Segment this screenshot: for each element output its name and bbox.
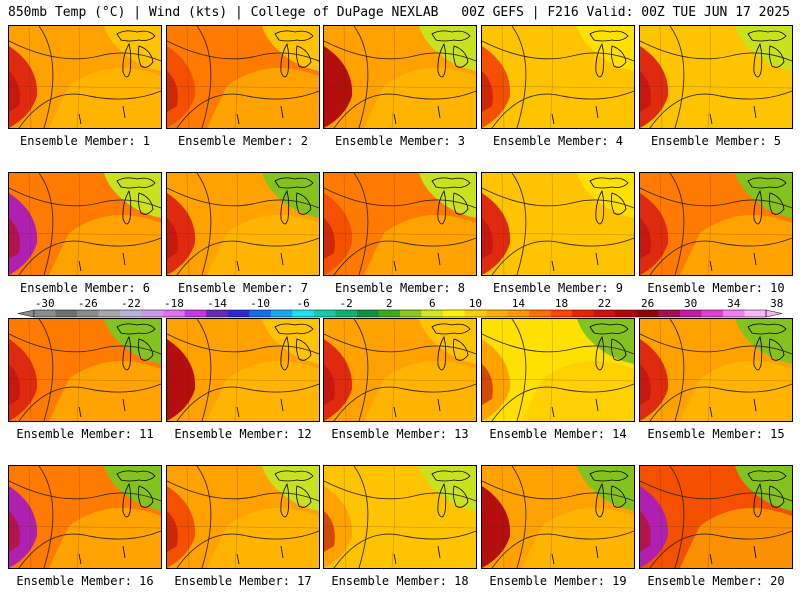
colorbar-swatch — [98, 310, 121, 317]
ensemble-member-label: Ensemble Member: 3 — [334, 134, 466, 148]
colorbar-tick-label: 10 — [469, 297, 482, 310]
ensemble-member-label: Ensemble Member: 12 — [174, 427, 312, 441]
colorbar-swatch — [141, 310, 164, 317]
ensemble-member-label: Ensemble Member: 9 — [492, 281, 624, 295]
colorbar-swatch — [55, 310, 78, 317]
colorbar-tick-label: 30 — [684, 297, 697, 310]
ensemble-member-map — [323, 172, 477, 276]
ensemble-member-label: Ensemble Member: 16 — [16, 574, 154, 588]
colorbar-tick-label: 2 — [386, 297, 393, 310]
ensemble-member-map — [8, 318, 162, 422]
temperature-colorbar: -30 -26 -22 -18 -14 -10 -6 -2 2 6 10 14 18 22 26 30 34 38… — [17, 297, 783, 318]
ensemble-member-map — [166, 25, 320, 129]
colorbar-swatch — [163, 310, 186, 317]
colorbar-swatch — [184, 310, 207, 317]
colorbar-swatch — [615, 310, 638, 317]
ensemble-member-map — [639, 172, 793, 276]
colorbar-swatch — [227, 310, 250, 317]
colorbar-swatch — [486, 310, 508, 317]
ensemble-member-map — [166, 172, 320, 276]
colorbar-tick-label: 18 — [555, 297, 568, 310]
ensemble-member-map — [8, 25, 162, 129]
colorbar-tick-label: -10 — [250, 297, 270, 310]
colorbar-tick-label: 38 — [770, 297, 783, 310]
ensemble-member-map — [8, 172, 162, 276]
ensemble-member-map — [639, 25, 793, 129]
colorbar-tick-label: -18 — [164, 297, 184, 310]
colorbar-swatch — [206, 310, 229, 317]
colorbar-tick-label: 26 — [641, 297, 654, 310]
ensemble-member-label: Ensemble Member: 6 — [19, 281, 151, 295]
colorbar-swatch — [636, 310, 659, 317]
ensemble-member-label: Ensemble Member: 11 — [16, 427, 154, 441]
colorbar-frame — [33, 309, 767, 318]
colorbar-swatch — [120, 310, 142, 317]
ensemble-member-label: Ensemble Member: 8 — [334, 281, 466, 295]
colorbar-tick-label: 34 — [727, 297, 741, 310]
ensemble-member-map — [323, 318, 477, 422]
ensemble-member-map — [166, 318, 320, 422]
ensemble-member-label: Ensemble Member: 20 — [647, 574, 785, 588]
colorbar-swatch — [529, 310, 552, 317]
colorbar-tick-label: 6 — [429, 297, 436, 310]
colorbar-swatch — [593, 310, 616, 317]
run-valid-time: 00Z GEFS | F216 Valid: 00Z TUE JUN 17 20… — [461, 5, 790, 20]
colorbar-swatch — [744, 310, 767, 317]
colorbar-tick-label: -2 — [340, 297, 353, 310]
ensemble-member-label: Ensemble Member: 4 — [492, 134, 624, 148]
ensemble-member-label: Ensemble Member: 19 — [489, 574, 627, 588]
ensemble-member-label: Ensemble Member: 13 — [331, 427, 469, 441]
ensemble-member-map — [166, 465, 320, 569]
colorbar-high-arrow — [765, 309, 783, 318]
colorbar-swatch — [378, 310, 401, 317]
ensemble-member-label: Ensemble Member: 17 — [174, 574, 312, 588]
colorbar-swatch — [335, 310, 358, 317]
ensemble-member-map — [481, 25, 635, 129]
colorbar-tick-label: -6 — [296, 297, 309, 310]
colorbar-tick-label: -26 — [78, 297, 98, 310]
colorbar-swatch — [722, 310, 745, 317]
ensemble-member-map — [8, 465, 162, 569]
colorbar-swatch — [443, 310, 465, 317]
ensemble-member-map — [323, 465, 477, 569]
colorbar-tick-label: 22 — [598, 297, 611, 310]
ensemble-member-label: Ensemble Member: 7 — [177, 281, 309, 295]
colorbar-low-arrow — [17, 309, 35, 318]
ensemble-member-map — [481, 465, 635, 569]
colorbar-swatch — [249, 310, 272, 317]
ensemble-member-label: Ensemble Member: 2 — [177, 134, 309, 148]
colorbar-tick-label: -14 — [207, 297, 227, 310]
colorbar-swatch — [34, 310, 56, 317]
colorbar-swatch — [507, 310, 530, 317]
colorbar-swatch — [679, 310, 702, 317]
colorbar-swatch — [550, 310, 573, 317]
colorbar-tick-label: 14 — [512, 297, 526, 310]
ensemble-member-map — [481, 318, 635, 422]
ensemble-member-label: Ensemble Member: 14 — [489, 427, 627, 441]
colorbar-swatch — [313, 310, 336, 317]
map-title: 850mb Temp (°C) | Wind (kts) | College o… — [8, 5, 439, 20]
colorbar-swatch — [658, 310, 681, 317]
colorbar-swatch — [464, 310, 487, 317]
colorbar-swatch — [292, 310, 315, 317]
ensemble-member-label: Ensemble Member: 5 — [650, 134, 782, 148]
colorbar-swatch — [77, 310, 99, 317]
ensemble-member-label: Ensemble Member: 15 — [647, 427, 785, 441]
ensemble-member-map — [323, 25, 477, 129]
colorbar-tick-label: -22 — [121, 297, 141, 310]
colorbar-tick-label: -30 — [35, 297, 55, 310]
colorbar-swatch — [356, 310, 379, 317]
colorbar-swatch — [421, 310, 444, 317]
colorbar-swatch — [701, 310, 724, 317]
ensemble-member-map — [639, 318, 793, 422]
ensemble-member-map — [639, 465, 793, 569]
colorbar-swatch — [270, 310, 293, 317]
ensemble-member-label: Ensemble Member: 18 — [331, 574, 469, 588]
colorbar-swatch — [400, 310, 422, 317]
ensemble-member-label: Ensemble Member: 1 — [19, 134, 151, 148]
colorbar-swatch — [572, 310, 595, 317]
ensemble-member-map — [481, 172, 635, 276]
ensemble-member-label: Ensemble Member: 10 — [647, 281, 785, 295]
